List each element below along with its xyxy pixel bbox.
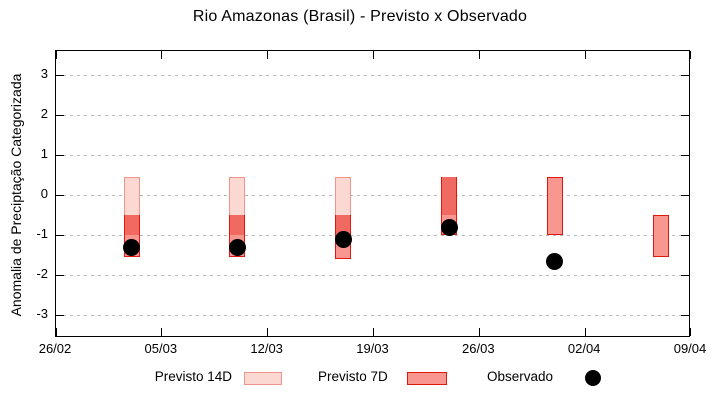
legend-label-previsto-14d: Previsto 14D <box>154 369 232 384</box>
y-gridline <box>56 314 689 316</box>
observado-dot <box>123 238 141 256</box>
x-tick-mark <box>267 51 269 59</box>
bar-overlap-region <box>229 215 246 235</box>
x-tick-mark <box>373 51 374 59</box>
bar-overlap-region <box>441 177 458 215</box>
y-tick-mark <box>56 154 64 156</box>
y-tick-mark <box>681 274 689 276</box>
legend-swatch-previsto-7d <box>407 372 447 385</box>
legend-observado-dot-icon <box>585 370 601 386</box>
y-tick-label: -1 <box>36 226 48 241</box>
x-tick-mark <box>56 51 57 59</box>
y-tick-mark <box>56 314 64 316</box>
y-tick-label: 3 <box>40 66 48 81</box>
legend-swatch-previsto-14d <box>244 372 282 385</box>
x-tick-mark <box>478 328 480 336</box>
y-gridline <box>56 74 689 76</box>
x-tick-mark <box>161 328 163 336</box>
x-tick-mark <box>161 51 163 59</box>
legend-label-previsto-7d: Previsto 7D <box>318 369 388 384</box>
x-tick-label: 19/03 <box>356 341 389 356</box>
x-tick-mark <box>584 51 586 59</box>
y-tick-mark <box>681 314 689 316</box>
y-tick-mark <box>56 274 64 276</box>
y-tick-mark <box>56 74 64 76</box>
bar-previsto-7d <box>652 215 669 257</box>
y-tick-label: -2 <box>36 266 48 281</box>
y-gridline <box>56 154 689 156</box>
x-tick-mark <box>690 328 691 336</box>
y-tick-label: 2 <box>40 106 48 121</box>
y-tick-mark <box>681 234 689 236</box>
bar-overlap-region <box>123 215 140 235</box>
bar-overlap-region <box>335 215 352 235</box>
y-tick-mark <box>56 234 64 236</box>
x-tick-label: 12/03 <box>250 341 283 356</box>
bar-previsto-7d <box>546 177 563 235</box>
observado-dot <box>228 238 246 256</box>
y-tick-mark <box>56 194 64 196</box>
observado-dot <box>546 252 564 270</box>
plot-area <box>55 50 691 337</box>
y-gridline <box>56 114 689 116</box>
x-tick-mark <box>690 51 691 59</box>
x-tick-label: 26/03 <box>462 341 495 356</box>
x-tick-mark <box>373 328 374 336</box>
x-tick-mark <box>56 328 57 336</box>
y-tick-label: -3 <box>36 306 48 321</box>
chart-title: Rio Amazonas (Brasil) - Previsto x Obser… <box>192 8 528 25</box>
x-tick-label: 02/04 <box>567 341 601 356</box>
y-tick-mark <box>681 154 689 156</box>
x-tick-label: 26/02 <box>38 341 72 356</box>
x-tick-mark <box>267 328 269 336</box>
y-tick-label: 1 <box>40 146 48 161</box>
y-tick-mark <box>681 114 689 116</box>
observado-dot <box>440 218 458 236</box>
x-tick-label: 09/04 <box>673 341 707 356</box>
y-tick-mark <box>56 114 64 116</box>
y-gridline <box>56 194 689 196</box>
x-tick-label: 05/03 <box>144 341 178 356</box>
y-tick-mark <box>681 74 689 76</box>
observado-dot <box>334 230 352 248</box>
y-tick-label: 0 <box>40 186 48 201</box>
y-gridline <box>56 274 689 276</box>
x-tick-mark <box>478 51 480 59</box>
x-tick-mark <box>584 328 586 336</box>
y-gridline <box>56 234 689 236</box>
legend-label-observado: Observado <box>487 369 554 384</box>
y-tick-mark <box>681 194 689 196</box>
